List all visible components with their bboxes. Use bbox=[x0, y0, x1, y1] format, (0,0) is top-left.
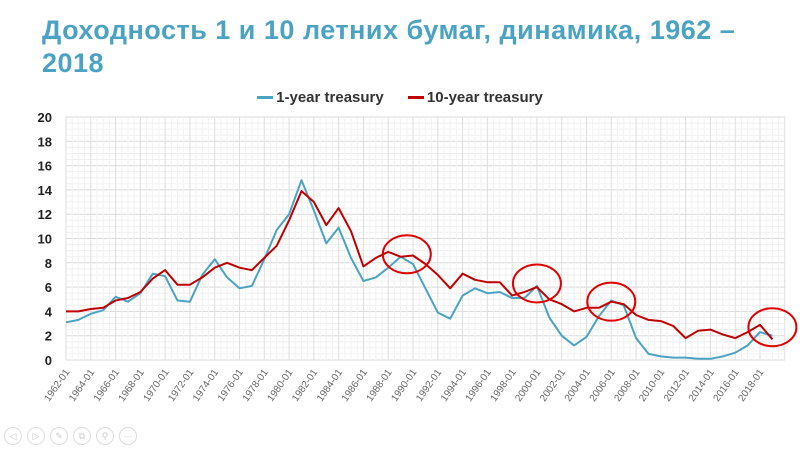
annotation-circle bbox=[381, 234, 432, 275]
next-icon[interactable]: ▷ bbox=[27, 427, 45, 445]
legend-swatch bbox=[407, 96, 424, 99]
y-tick-label: 16 bbox=[38, 159, 52, 174]
series-line-1-year bbox=[65, 179, 773, 360]
y-tick-label: 18 bbox=[38, 134, 52, 149]
y-tick-label: 14 bbox=[38, 183, 53, 198]
y-tick-label: 2 bbox=[45, 329, 52, 344]
annotation-circle bbox=[511, 263, 562, 304]
copy-icon[interactable]: ⧉ bbox=[73, 427, 91, 445]
x-tick-label: 2018-01 bbox=[736, 367, 766, 404]
legend-item-1-year: 1-year treasury bbox=[257, 89, 384, 106]
zoom-icon[interactable]: ⚲ bbox=[96, 427, 114, 445]
annotation-circle bbox=[586, 281, 637, 322]
y-tick-label: 6 bbox=[45, 280, 52, 295]
y-tick-label: 12 bbox=[38, 207, 52, 222]
y-tick-label: 4 bbox=[45, 304, 53, 319]
more-icon[interactable]: ··· bbox=[119, 427, 137, 445]
annotation-circle bbox=[747, 307, 798, 348]
y-tick-label: 0 bbox=[45, 353, 52, 368]
chart-legend: 1-year treasury 10-year treasury bbox=[0, 86, 800, 106]
legend-label: 10-year treasury bbox=[426, 89, 543, 106]
legend-item-10-year: 10-year treasury bbox=[407, 89, 543, 106]
slide-controls: ◁ ▷ ✎ ⧉ ⚲ ··· bbox=[4, 427, 137, 445]
previous-icon[interactable]: ◁ bbox=[4, 427, 22, 445]
y-tick-label: 8 bbox=[45, 256, 52, 271]
pen-icon[interactable]: ✎ bbox=[50, 427, 68, 445]
legend-label: 1-year treasury bbox=[276, 89, 384, 106]
series-line-10-year bbox=[66, 190, 774, 340]
y-tick-label: 20 bbox=[38, 110, 52, 125]
legend-swatch bbox=[257, 96, 274, 99]
slide-title: Доходность 1 и 10 летних бумаг, динамика… bbox=[42, 15, 736, 78]
y-tick-label: 10 bbox=[38, 232, 52, 247]
